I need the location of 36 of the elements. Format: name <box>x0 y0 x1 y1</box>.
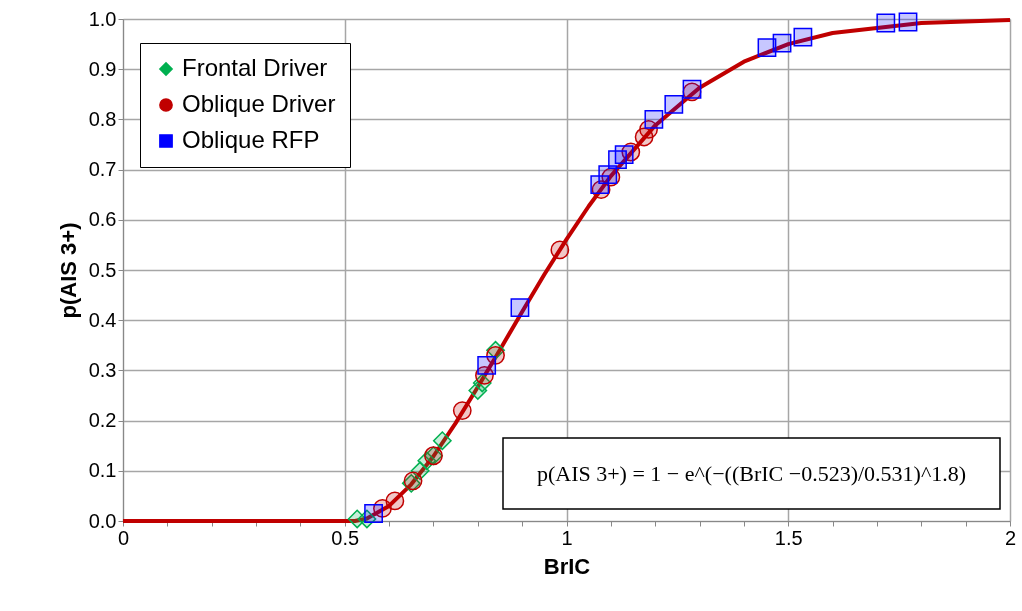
point <box>793 27 813 47</box>
x-tick-label: 0 <box>117 526 130 549</box>
y-tick-label: 0.7 <box>88 158 117 181</box>
point <box>385 491 405 511</box>
x-tick-label: 2 <box>1004 526 1017 549</box>
y-tick-label: 0.2 <box>88 409 117 432</box>
legend-label: Oblique RFP <box>182 126 320 153</box>
point <box>644 109 664 129</box>
point <box>364 504 383 523</box>
x-tick-label: 0.5 <box>331 526 360 549</box>
point <box>614 145 634 164</box>
y-tick-label: 0.3 <box>88 358 117 381</box>
y-axis-title: p(AIS 3+) <box>55 222 81 319</box>
point <box>664 94 684 114</box>
point <box>477 355 497 375</box>
y-tick-label: 0.8 <box>88 107 117 130</box>
point <box>876 13 896 33</box>
y-tick-label: 0.1 <box>88 459 117 482</box>
legend-label: Frontal Driver <box>182 54 328 81</box>
x-tick-label: 1.5 <box>774 526 803 549</box>
point <box>772 33 792 53</box>
point <box>898 12 918 32</box>
point <box>510 298 530 318</box>
y-tick-label: 0.5 <box>88 258 117 281</box>
x-tick-label: 1 <box>561 526 573 549</box>
y-tick-label: 0.6 <box>88 208 117 231</box>
y-tick-label: 0.0 <box>88 509 117 532</box>
y-tick-label: 0.9 <box>88 57 117 80</box>
y-tick-label: 0.4 <box>88 308 117 331</box>
point <box>432 431 452 451</box>
point <box>550 240 570 260</box>
point <box>452 401 472 420</box>
legend-label: Oblique Driver <box>182 90 336 117</box>
x-axis-title: BrIC <box>543 553 591 579</box>
annotation: p(AIS 3+) = 1 − e^(−((BrIC −0.523)/0.531)^1.8) <box>536 461 967 486</box>
y-tick-label: 1.0 <box>88 7 117 30</box>
